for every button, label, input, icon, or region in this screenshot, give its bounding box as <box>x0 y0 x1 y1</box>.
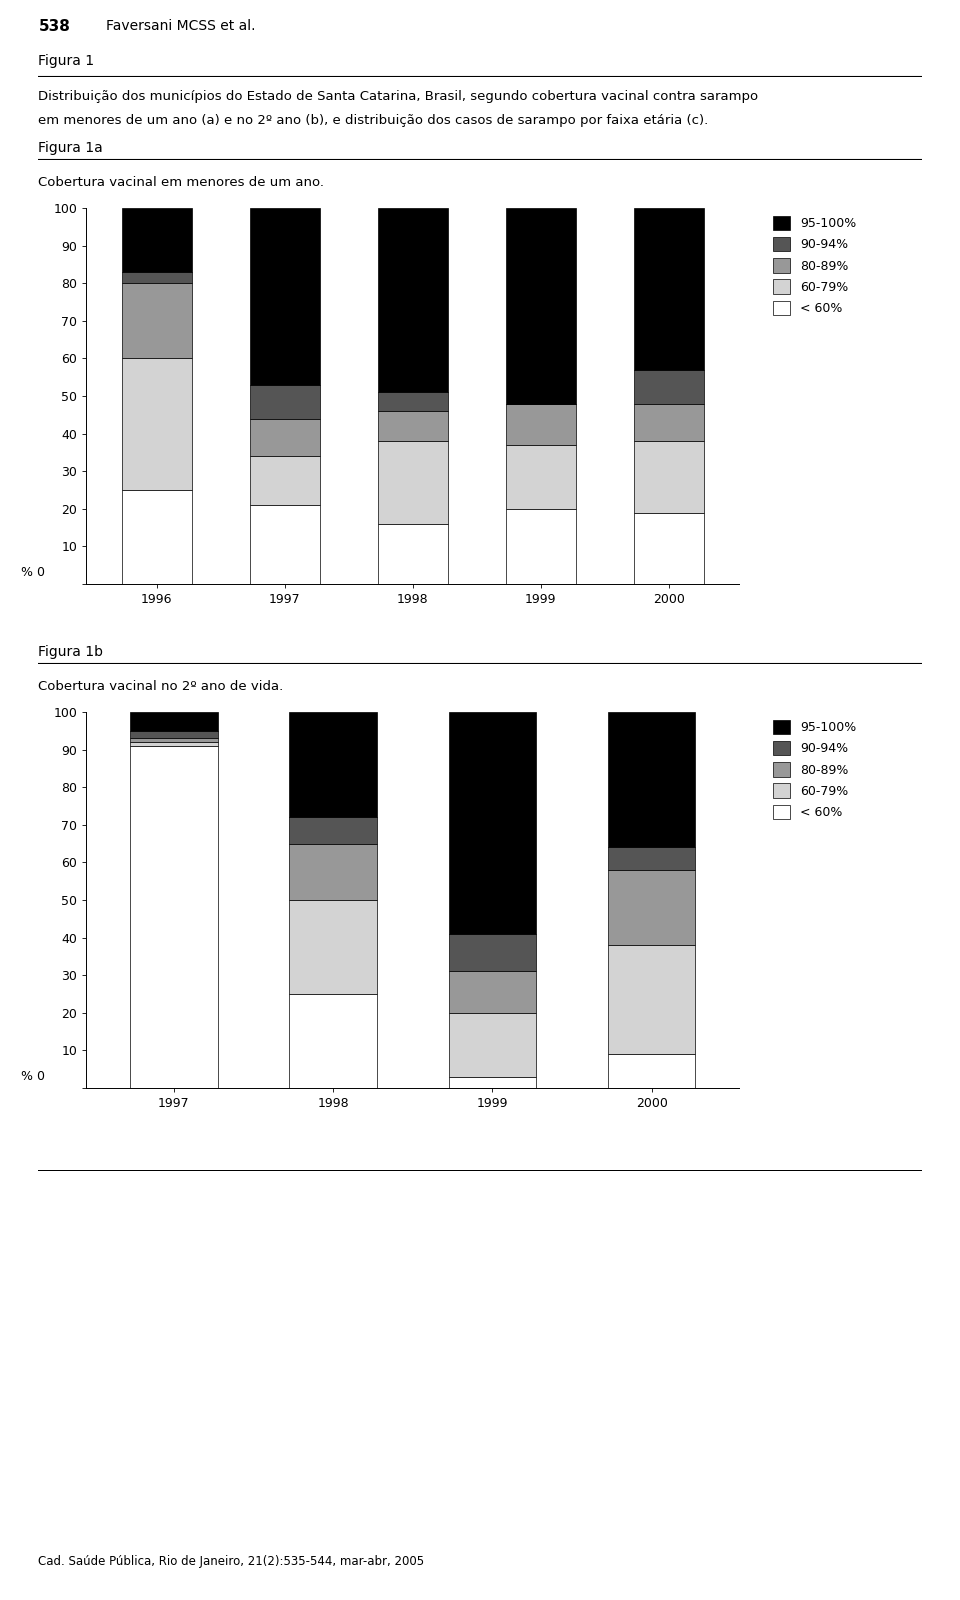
Bar <box>448 1077 537 1088</box>
Bar <box>131 731 218 738</box>
Text: % 0: % 0 <box>21 566 45 579</box>
Bar <box>506 403 576 445</box>
Bar <box>289 843 377 899</box>
Bar <box>289 899 377 994</box>
Text: Figura 1b: Figura 1b <box>38 645 104 659</box>
Bar <box>377 392 448 411</box>
Legend: 95-100%, 90-94%, 80-89%, 60-79%, < 60%: 95-100%, 90-94%, 80-89%, 60-79%, < 60% <box>772 718 858 821</box>
Bar <box>608 946 695 1054</box>
Bar <box>448 712 537 934</box>
Bar <box>448 971 537 1013</box>
Bar <box>634 370 704 403</box>
Text: Figura 1: Figura 1 <box>38 54 94 69</box>
Bar <box>250 384 320 419</box>
Bar <box>250 208 320 384</box>
Text: Cad. Saúde Pública, Rio de Janeiro, 21(2):535-544, mar-abr, 2005: Cad. Saúde Pública, Rio de Janeiro, 21(2… <box>38 1555 424 1568</box>
Bar <box>377 208 448 392</box>
Bar <box>377 442 448 523</box>
Bar <box>289 994 377 1088</box>
Bar <box>131 712 218 731</box>
Text: Cobertura vacinal em menores de um ano.: Cobertura vacinal em menores de um ano. <box>38 176 324 189</box>
Bar <box>250 506 320 584</box>
Bar <box>122 358 192 490</box>
Bar <box>448 1013 537 1077</box>
Bar <box>131 742 218 746</box>
Text: Cobertura vacinal no 2º ano de vida.: Cobertura vacinal no 2º ano de vida. <box>38 680 283 693</box>
Bar <box>634 403 704 442</box>
Bar <box>250 456 320 506</box>
Text: Distribuição dos municípios do Estado de Santa Catarina, Brasil, segundo cobertu: Distribuição dos municípios do Estado de… <box>38 90 758 102</box>
Bar <box>377 411 448 442</box>
Text: Figura 1a: Figura 1a <box>38 141 103 155</box>
Bar <box>289 712 377 818</box>
Bar <box>289 818 377 843</box>
Text: em menores de um ano (a) e no 2º ano (b), e distribuição dos casos de sarampo po: em menores de um ano (a) e no 2º ano (b)… <box>38 114 708 126</box>
Bar <box>122 283 192 358</box>
Text: Faversani MCSS et al.: Faversani MCSS et al. <box>106 19 255 34</box>
Bar <box>122 490 192 584</box>
Bar <box>131 738 218 742</box>
Bar <box>506 509 576 584</box>
Bar <box>131 746 218 1088</box>
Bar <box>506 208 576 403</box>
Bar <box>506 445 576 509</box>
Text: 538: 538 <box>38 19 70 34</box>
Bar <box>250 419 320 456</box>
Text: % 0: % 0 <box>21 1070 45 1083</box>
Bar <box>122 272 192 283</box>
Bar <box>608 870 695 946</box>
Bar <box>377 523 448 584</box>
Bar <box>608 712 695 848</box>
Bar <box>634 512 704 584</box>
Bar <box>608 848 695 870</box>
Bar <box>634 442 704 512</box>
Bar <box>448 934 537 971</box>
Bar <box>122 208 192 272</box>
Legend: 95-100%, 90-94%, 80-89%, 60-79%, < 60%: 95-100%, 90-94%, 80-89%, 60-79%, < 60% <box>772 214 858 317</box>
Bar <box>608 1054 695 1088</box>
Bar <box>634 208 704 370</box>
